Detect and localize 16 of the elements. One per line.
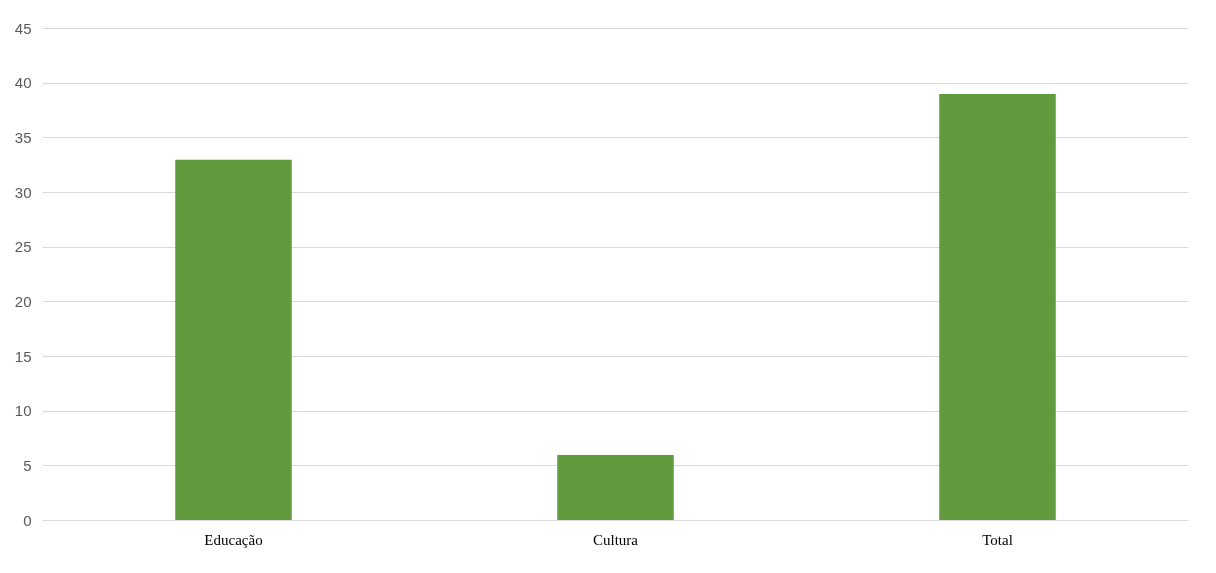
y-tick-label: 5 bbox=[23, 456, 32, 474]
x-tick-label: Educação bbox=[204, 531, 263, 548]
y-tick-label: 35 bbox=[14, 128, 32, 146]
bar bbox=[557, 454, 674, 521]
y-tick-label: 0 bbox=[23, 511, 32, 529]
bar bbox=[939, 94, 1056, 521]
y-tick-label: 10 bbox=[14, 402, 32, 420]
y-tick-label: 20 bbox=[14, 292, 32, 310]
y-tick-label: 25 bbox=[14, 238, 32, 256]
y-tick-label: 30 bbox=[14, 183, 32, 201]
x-tick-label: Total bbox=[982, 531, 1013, 548]
y-tick-label: 40 bbox=[14, 74, 32, 92]
bar bbox=[175, 159, 292, 521]
y-tick-label: 45 bbox=[14, 19, 32, 37]
y-tick-label: 15 bbox=[14, 347, 32, 365]
x-tick-label: Cultura bbox=[593, 531, 639, 548]
